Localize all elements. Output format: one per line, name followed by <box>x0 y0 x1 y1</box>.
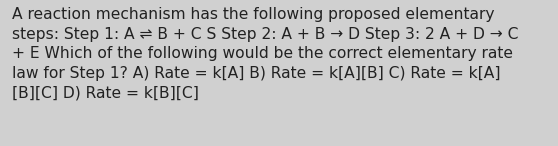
Text: A reaction mechanism has the following proposed elementary
steps: Step 1: A ⇌ B : A reaction mechanism has the following p… <box>12 7 519 101</box>
